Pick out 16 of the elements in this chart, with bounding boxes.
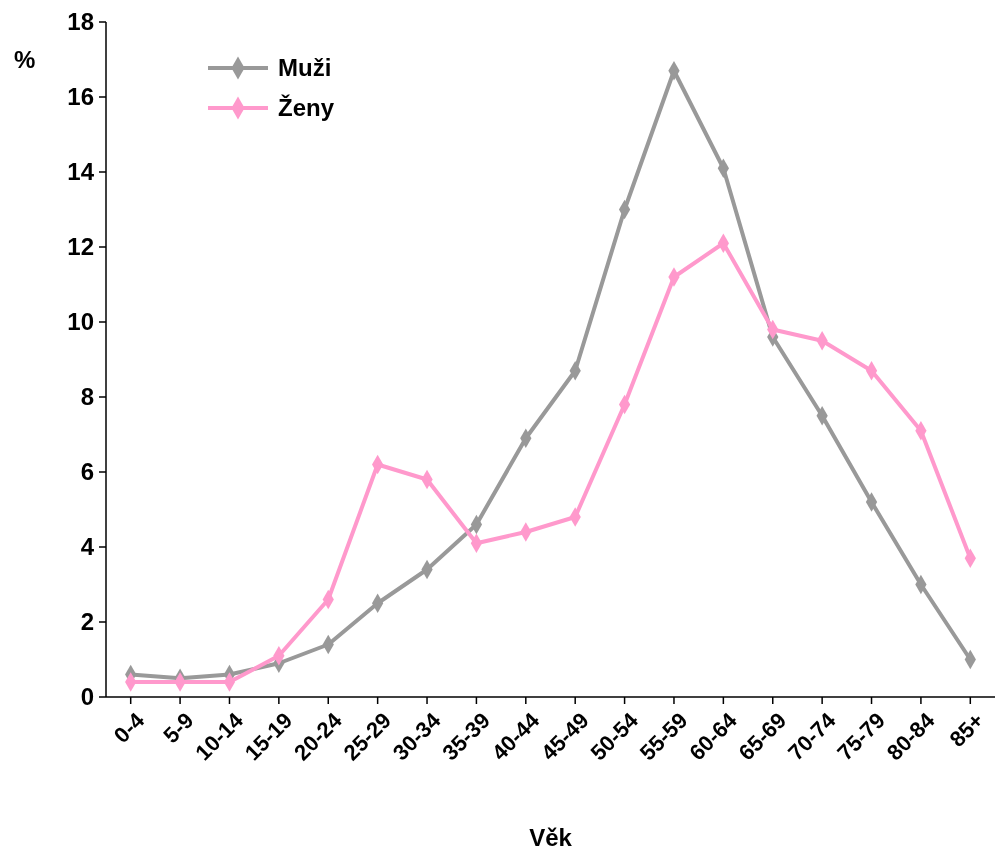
x-axis-title: Věk	[529, 824, 573, 851]
x-tick-label: 0-4	[108, 707, 150, 748]
x-tick-label: 85+	[944, 707, 989, 752]
legend-label: Muži	[278, 54, 332, 82]
y-tick-label: 0	[80, 683, 94, 711]
y-tick-label: 10	[67, 308, 94, 336]
y-axis-title: %	[14, 46, 36, 73]
y-tick-label: 12	[67, 233, 94, 261]
y-tick-label: 16	[67, 83, 94, 111]
y-tick-label: 18	[67, 8, 94, 36]
y-tick-label: 14	[67, 158, 95, 186]
legend-label: Ženy	[278, 94, 335, 122]
y-tick-label: 2	[80, 608, 94, 636]
y-tick-label: 6	[80, 458, 94, 486]
y-tick-label: 4	[80, 533, 95, 561]
y-tick-label: 8	[80, 383, 94, 411]
